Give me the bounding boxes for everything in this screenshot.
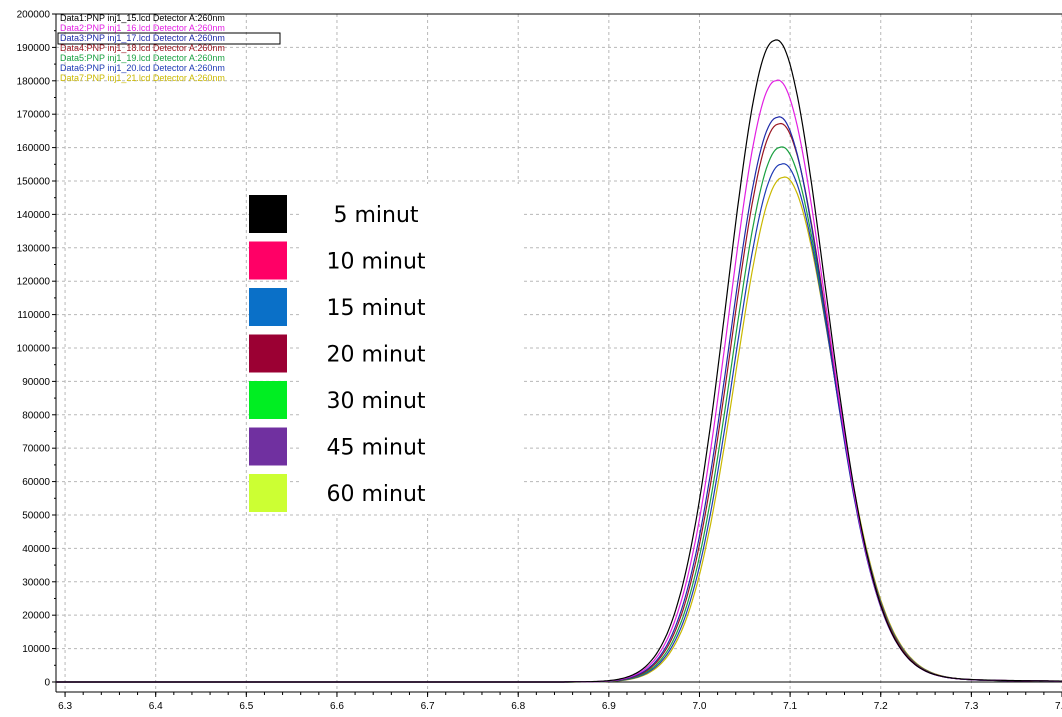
- x-tick-label: 6.4: [149, 701, 163, 712]
- trace-legend-label[interactable]: Data3:PNP inj1_17.lcd Detector A:260nm: [60, 33, 225, 43]
- y-tick-label: 190000: [17, 43, 51, 54]
- y-tick-label: 160000: [17, 143, 51, 154]
- legend-panel: [300, 184, 522, 514]
- legend-label: 15 minut: [326, 296, 425, 321]
- x-tick-label: 7.2: [874, 701, 888, 712]
- legend-swatch: [249, 381, 287, 419]
- x-axis-ticks: 6.3 6.4 6.5 6.6 6.7 6.8 6.9 7.0 7.1 7.2 7.3 7.4: [58, 692, 1062, 712]
- time-legend: 5 minut 10 minut 15 minut 20 minut 30 minut 4…: [249, 184, 522, 514]
- y-tick-label: 80000: [22, 410, 50, 421]
- y-tick-label: 140000: [17, 210, 51, 221]
- y-tick-label: 30000: [22, 577, 50, 588]
- trace-legend-label[interactable]: Data7:PNP inj1_21.lcd Detector A:260nm: [60, 73, 225, 83]
- y-tick-label: 180000: [17, 76, 51, 87]
- chromatogram-traces: [56, 39, 1062, 683]
- y-axis-ticks: 2000001900001800001700001600001500001400…: [17, 10, 56, 688]
- y-tick-label: 40000: [22, 544, 50, 555]
- y-tick-label: 90000: [22, 377, 50, 388]
- trace-legend-label[interactable]: Data4:PNP inj1_18.lcd Detector A:260nm: [60, 43, 225, 53]
- legend-label: 5 minut: [333, 203, 418, 228]
- trace-legend[interactable]: Data1:PNP inj1_15.lcd Detector A:260nmDa…: [57, 13, 281, 83]
- x-tick-label: 6.6: [330, 701, 344, 712]
- trace-line: [56, 39, 1062, 683]
- trace-legend-label[interactable]: Data5:PNP inj1_19.lcd Detector A:260nm: [60, 53, 225, 63]
- x-tick-label: 7.1: [783, 701, 797, 712]
- trace-legend-label[interactable]: Data1:PNP inj1_15.lcd Detector A:260nm: [60, 13, 225, 23]
- legend-swatch: [249, 241, 287, 280]
- y-tick-label: 10000: [22, 644, 50, 655]
- y-tick-label: 50000: [22, 510, 50, 521]
- y-tick-label: 170000: [17, 110, 51, 121]
- x-tick-label: 7.3: [964, 701, 978, 712]
- legend-label: 20 minut: [326, 343, 425, 368]
- selected-trace-box: [57, 32, 281, 45]
- legend-label: 60 minut: [326, 482, 425, 507]
- x-tick-label: 7.4: [1055, 701, 1062, 712]
- x-tick-label: 6.5: [239, 701, 253, 712]
- legend-label: 10 minut: [326, 250, 425, 275]
- y-tick-label: 20000: [22, 611, 50, 622]
- y-tick-label: 120000: [17, 277, 51, 288]
- legend-swatch: [249, 334, 287, 373]
- y-tick-label: 110000: [17, 310, 50, 321]
- x-tick-label: 6.9: [602, 701, 616, 712]
- legend-swatch: [249, 195, 287, 233]
- y-tick-label: 0: [44, 677, 50, 688]
- y-tick-label: 60000: [22, 477, 50, 488]
- y-tick-label: 150000: [17, 176, 51, 187]
- trace-legend-label[interactable]: Data6:PNP inj1_20.lcd Detector A:260nm: [60, 63, 225, 73]
- trace-legend-label[interactable]: Data2:PNP inj1_16.lcd Detector A:260nm: [60, 23, 225, 33]
- x-tick-label: 6.7: [421, 701, 435, 712]
- legend-swatch: [249, 474, 287, 512]
- y-tick-label: 200000: [17, 10, 51, 21]
- x-tick-label: 7.0: [693, 701, 707, 712]
- legend-label: 30 minut: [326, 389, 425, 414]
- legend-label: 45 minut: [326, 436, 425, 461]
- x-tick-label: 6.8: [511, 701, 525, 712]
- y-tick-label: 100000: [17, 343, 51, 354]
- legend-swatch: [249, 427, 287, 466]
- y-tick-label: 130000: [17, 243, 51, 254]
- y-tick-label: 70000: [22, 444, 50, 455]
- x-tick-label: 6.3: [58, 701, 72, 712]
- legend-swatch: [249, 288, 287, 326]
